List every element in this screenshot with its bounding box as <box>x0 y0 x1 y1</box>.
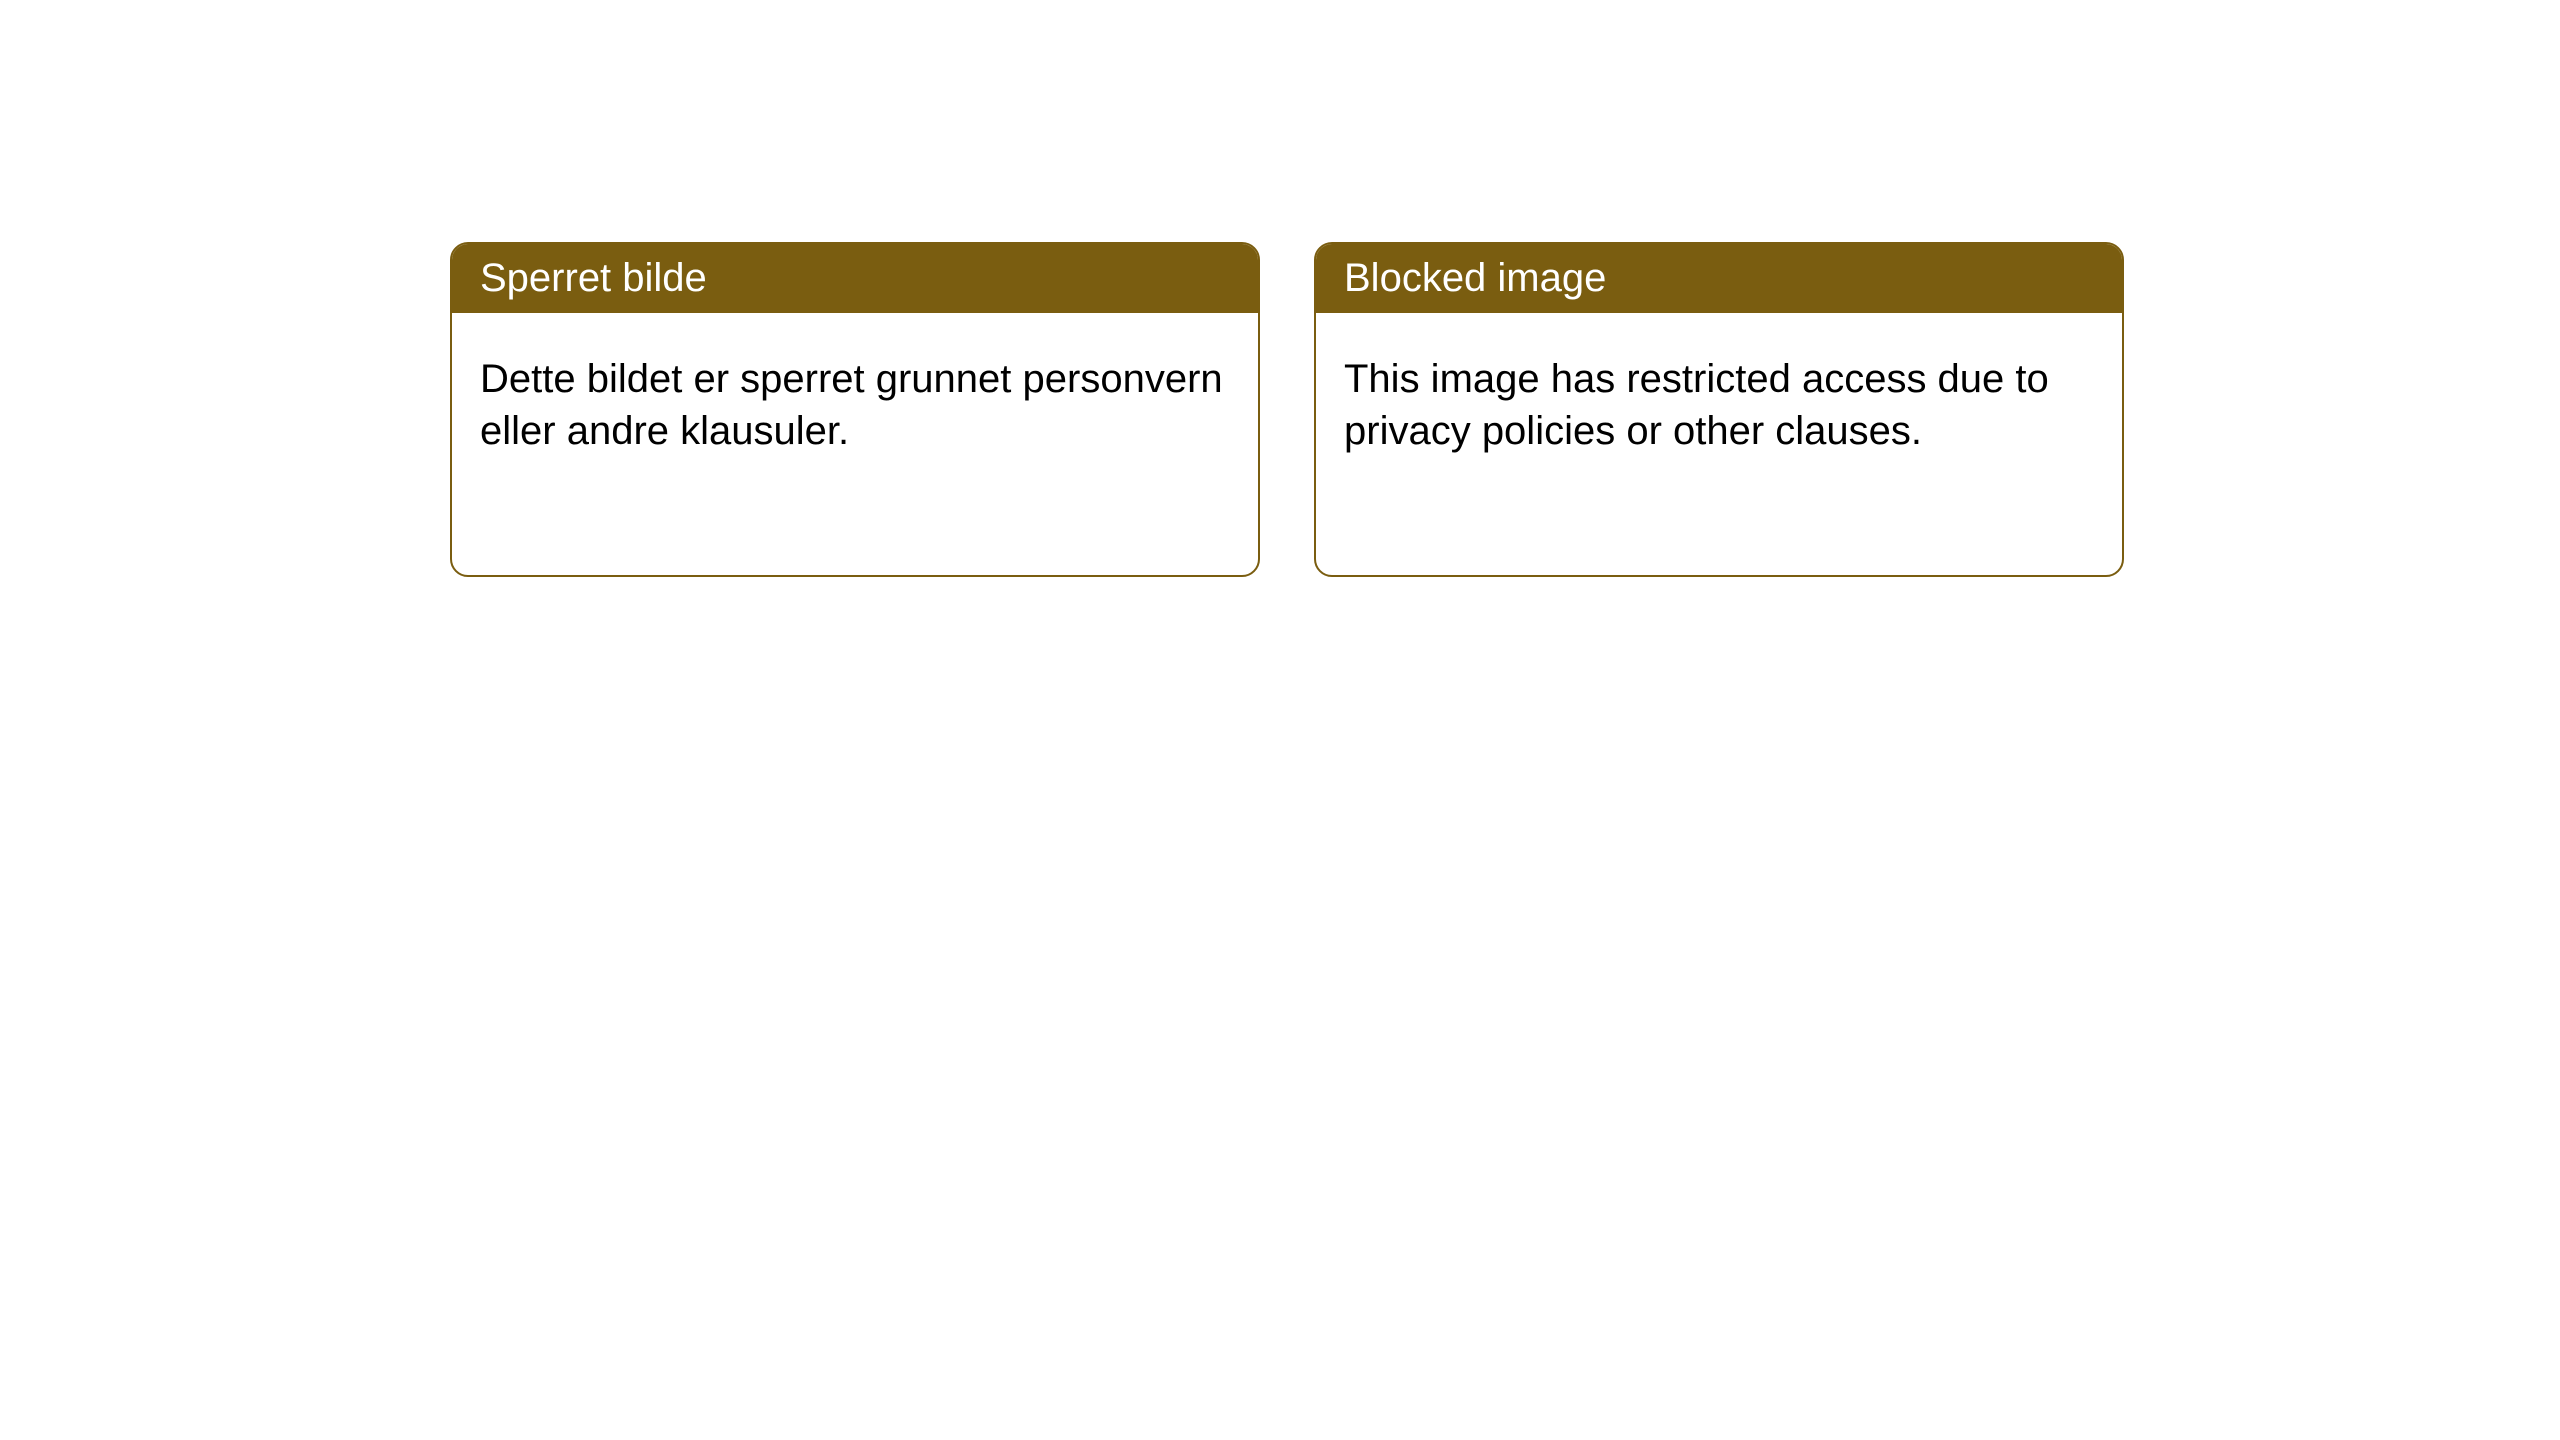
card-body-text: Dette bildet er sperret grunnet personve… <box>480 357 1223 453</box>
cards-container: Sperret bilde Dette bildet er sperret gr… <box>450 242 2124 577</box>
card-body: This image has restricted access due to … <box>1316 313 2122 497</box>
card-title: Blocked image <box>1344 256 1606 300</box>
card-header: Sperret bilde <box>452 244 1258 313</box>
card-body: Dette bildet er sperret grunnet personve… <box>452 313 1258 497</box>
blocked-image-card-en: Blocked image This image has restricted … <box>1314 242 2124 577</box>
card-header: Blocked image <box>1316 244 2122 313</box>
card-body-text: This image has restricted access due to … <box>1344 357 2049 453</box>
blocked-image-card-no: Sperret bilde Dette bildet er sperret gr… <box>450 242 1260 577</box>
card-title: Sperret bilde <box>480 256 707 300</box>
